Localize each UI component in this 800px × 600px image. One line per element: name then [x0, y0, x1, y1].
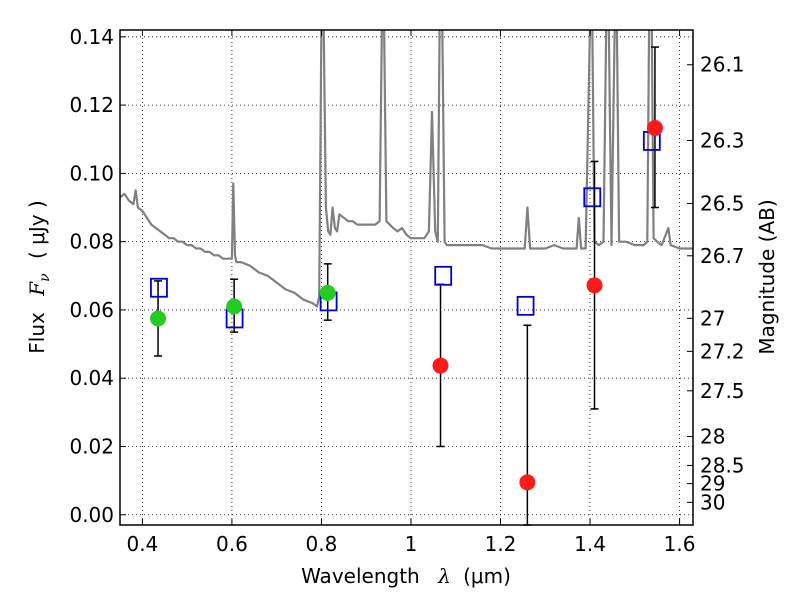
observed-points-layer [150, 119, 663, 491]
right-y-tick-label: 30 [700, 490, 725, 514]
x-tick-label: 0.4 [126, 532, 158, 556]
model-square-marker [150, 277, 168, 298]
right-y-tick-label: 26.7 [700, 244, 745, 268]
x-tick-label: 1.4 [574, 532, 606, 556]
right-y-tick-label: 28.5 [700, 453, 745, 477]
nir-point [586, 277, 603, 294]
nir-point [519, 474, 536, 491]
right-y-tick-label: 26.3 [700, 128, 745, 152]
right-y-tick-label: 27.5 [700, 379, 745, 403]
x-axis-title-unit: (μm) [463, 564, 511, 588]
y-tick-label: 0.00 [69, 503, 114, 527]
model-spectrum-line [120, 30, 693, 308]
optical-point [150, 310, 167, 327]
y-tick-label: 0.14 [69, 25, 114, 49]
y-tick-label: 0.06 [69, 298, 114, 322]
errorbars-layer [154, 46, 659, 526]
x-tick-label: 0.6 [216, 532, 248, 556]
y-axis-title-prefix: Flux [25, 312, 49, 354]
y-axis-title-symbol: F [25, 281, 49, 297]
y-tick-label: 0.08 [69, 230, 114, 254]
model-square-marker [434, 265, 453, 286]
right-y-tick-label: 26.5 [700, 191, 745, 215]
nir-point [432, 357, 449, 374]
y-axis-title-unit: ( μJy ) [25, 200, 49, 259]
right-y-tick-label: 26.1 [700, 53, 745, 77]
model-square-marker [516, 295, 535, 316]
x-tick-label: 0.8 [306, 532, 338, 556]
x-axis-title: Wavelength λ (μm) [301, 564, 511, 588]
y-axis-title-subscript: ν [37, 273, 53, 282]
right-y-axis-title: Magnitude (AB) [755, 199, 779, 354]
right-y-tick-label: 29 [700, 472, 725, 496]
right-y-tick-label: 28 [700, 425, 725, 449]
x-axis-title-prefix: Wavelength [301, 564, 420, 588]
optical-point [319, 284, 336, 301]
model-squares-layer [150, 131, 661, 329]
grid-lines [120, 30, 693, 525]
x-tick-label: 1.6 [664, 532, 696, 556]
right-y-tick-label: 27.2 [700, 339, 745, 363]
x-axis-ticks: 0.4 0.6 0.8 1 1.2 1.4 1.6 [126, 30, 695, 556]
x-tick-label: 1 [405, 532, 418, 556]
y-tick-label: 0.12 [69, 93, 114, 117]
nir-point [646, 119, 663, 136]
optical-point [226, 298, 243, 315]
y-tick-label: 0.04 [69, 366, 114, 390]
plot-frame [119, 29, 694, 526]
model-spectrum-layer [120, 30, 693, 308]
y-tick-label: 0.02 [69, 434, 114, 458]
model-square-marker [583, 187, 602, 208]
y-tick-label: 0.10 [69, 161, 114, 185]
y-axis-ticks: 0.00 0.02 0.04 0.06 0.08 0.10 0.12 0.14 [69, 25, 126, 527]
x-tick-label: 1.2 [485, 532, 517, 556]
right-y-tick-label: 27 [700, 306, 725, 330]
y-axis-title: Flux Fν ( μJy ) [25, 200, 54, 353]
x-axis-title-symbol: λ [437, 564, 451, 588]
